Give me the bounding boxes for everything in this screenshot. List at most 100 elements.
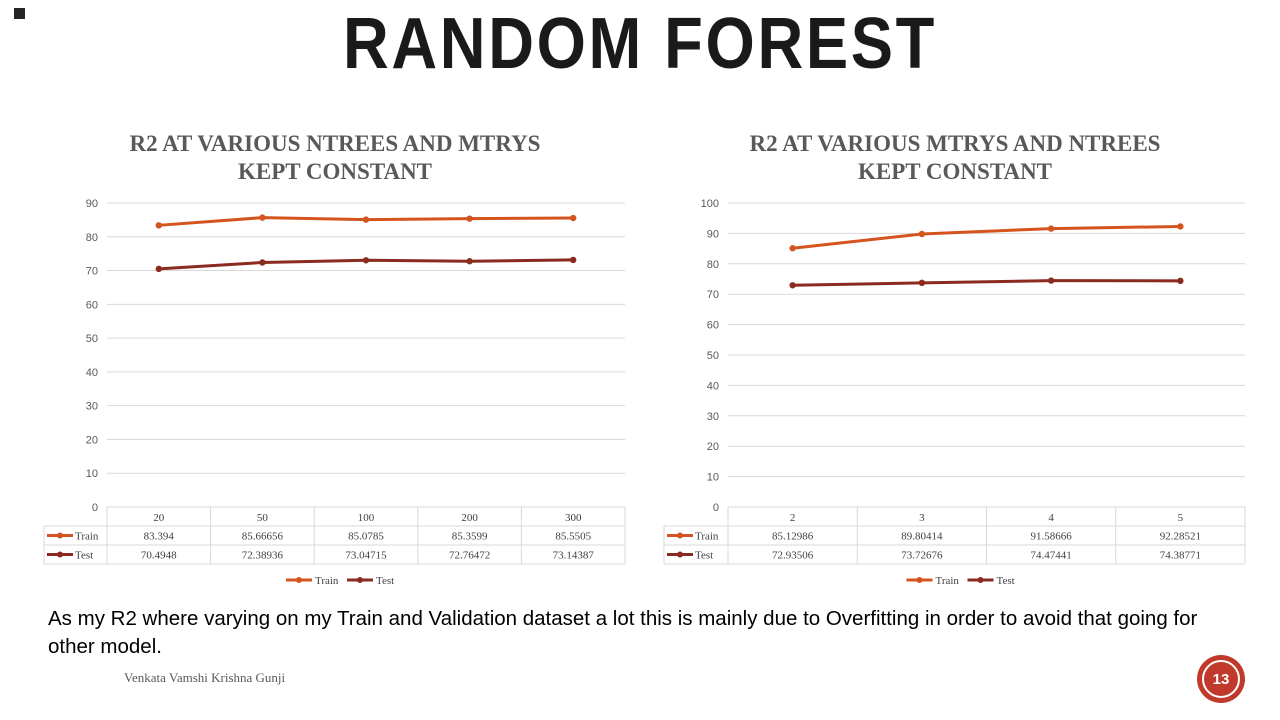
data-point-test <box>362 257 370 264</box>
chart-title-line-2: KEPT CONSTANT <box>237 159 433 184</box>
y-tick-label: 70 <box>707 289 719 301</box>
y-tick-label: 90 <box>86 198 98 210</box>
data-point-train <box>362 216 370 223</box>
data-label: 72.76472 <box>449 550 490 562</box>
y-tick-label: 70 <box>86 266 98 278</box>
y-tick-label: 30 <box>707 411 719 423</box>
series-line-train <box>792 224 1181 250</box>
data-point-test <box>259 259 266 266</box>
data-label: 85.3599 <box>452 531 488 543</box>
x-tick-label: 50 <box>257 512 269 524</box>
data-point-test <box>789 282 796 289</box>
data-point-train <box>570 214 577 222</box>
table-legend-marker <box>57 551 63 558</box>
data-label: 83.394 <box>144 531 175 543</box>
data-point-test <box>918 279 926 287</box>
x-tick-label: 20 <box>153 512 165 524</box>
data-point-test <box>570 256 577 264</box>
data-label: 74.47441 <box>1031 550 1072 562</box>
legend-marker <box>916 577 923 583</box>
y-tick-label: 60 <box>707 320 719 332</box>
decorative-square <box>14 8 25 19</box>
data-label: 91.58666 <box>1031 531 1073 543</box>
x-tick-label: 3 <box>919 512 925 524</box>
slide-title: RANDOM FOREST <box>343 4 937 84</box>
y-tick-label: 20 <box>86 434 98 446</box>
data-point-train <box>918 230 926 238</box>
data-point-test <box>1047 277 1055 284</box>
data-point-train <box>1177 223 1184 230</box>
y-tick-label: 60 <box>86 299 98 311</box>
x-tick-label: 4 <box>1048 512 1054 524</box>
data-label: 73.72676 <box>901 550 943 562</box>
table-legend-marker <box>677 532 683 539</box>
legend-label: Train <box>315 575 339 587</box>
y-tick-label: 10 <box>86 468 98 480</box>
data-label: 72.93506 <box>772 550 814 562</box>
data-point-train <box>466 215 473 222</box>
y-tick-label: 40 <box>86 367 98 379</box>
data-point-train <box>1047 225 1055 232</box>
data-label: 74.38771 <box>1160 550 1201 562</box>
data-label: 92.28521 <box>1160 531 1201 543</box>
y-tick-label: 80 <box>707 259 719 271</box>
x-tick-label: 200 <box>461 512 478 524</box>
table-series-label: Train <box>75 531 99 543</box>
chart-ntrees: R2 AT VARIOUS NTREES AND MTRYS KEPT CONS… <box>40 125 630 595</box>
chart-title: R2 AT VARIOUS MTRYS AND NTREES KEPT CONS… <box>660 130 1250 186</box>
data-label: 89.80414 <box>901 531 943 543</box>
legend-marker <box>296 577 302 583</box>
y-tick-label: 50 <box>86 333 98 345</box>
legend-marker <box>357 577 363 583</box>
chart-svg: 0 10 20 30 40 50 60 70 80 90 20 50 100 200 300 Train 83.… <box>43 198 626 587</box>
chart-title: R2 AT VARIOUS NTREES AND MTRYS KEPT CONS… <box>40 130 630 186</box>
data-point-test <box>466 258 473 265</box>
data-point-train <box>259 214 266 221</box>
chart-mtrys: R2 AT VARIOUS MTRYS AND NTREES KEPT CONS… <box>660 125 1250 595</box>
legend-label: Test <box>997 575 1015 587</box>
x-tick-label: 2 <box>790 512 796 524</box>
page-number: 13 <box>1202 660 1240 698</box>
table-legend-marker <box>677 551 683 558</box>
data-label: 85.5505 <box>555 531 591 543</box>
footer-author: Venkata Vamshi Krishna Gunji <box>124 670 286 685</box>
body-text: As my R2 where varying on my Train and V… <box>48 607 1198 658</box>
x-tick-label: 100 <box>358 512 375 524</box>
data-point-train <box>789 245 796 252</box>
x-tick-label: 5 <box>1178 512 1184 524</box>
y-tick-label: 80 <box>86 232 98 244</box>
y-tick-label: 0 <box>713 502 719 514</box>
y-tick-label: 90 <box>707 228 719 240</box>
table-series-label: Test <box>75 550 93 562</box>
data-point-train <box>155 222 162 229</box>
table-series-label: Train <box>695 531 719 543</box>
data-label: 72.38936 <box>242 550 284 562</box>
x-tick-label: 300 <box>565 512 582 524</box>
table-legend-marker <box>57 532 63 539</box>
chart-title-line-1: R2 AT VARIOUS MTRYS AND NTREES <box>749 131 1161 156</box>
legend-label: Train <box>936 575 960 587</box>
data-label: 85.0785 <box>348 531 384 543</box>
y-tick-label: 50 <box>707 350 719 362</box>
y-tick-label: 0 <box>92 502 98 514</box>
y-tick-label: 30 <box>86 401 98 413</box>
y-tick-label: 100 <box>701 198 719 210</box>
data-label: 70.4948 <box>141 550 177 562</box>
page-number-badge: 13 <box>1197 655 1245 703</box>
data-label: 73.04715 <box>345 550 387 562</box>
y-tick-label: 10 <box>707 472 719 484</box>
legend-label: Test <box>376 575 394 587</box>
series-line-test <box>792 279 1181 287</box>
data-label: 85.66656 <box>242 531 284 543</box>
legend-marker <box>977 577 984 583</box>
data-label: 85.12986 <box>772 531 814 543</box>
data-label: 73.14387 <box>553 550 595 562</box>
table-series-label: Test <box>695 550 713 562</box>
y-tick-label: 20 <box>707 441 719 453</box>
data-point-test <box>155 265 162 273</box>
chart-svg: 0 10 20 30 40 50 60 70 80 90 100 2 3 4 5 Train 85.12986 8… <box>663 198 1246 587</box>
y-tick-label: 40 <box>707 380 719 392</box>
data-point-test <box>1177 277 1184 285</box>
chart-title-line-2: KEPT CONSTANT <box>857 159 1053 184</box>
chart-title-line-1: R2 AT VARIOUS NTREES AND MTRYS <box>129 131 541 156</box>
